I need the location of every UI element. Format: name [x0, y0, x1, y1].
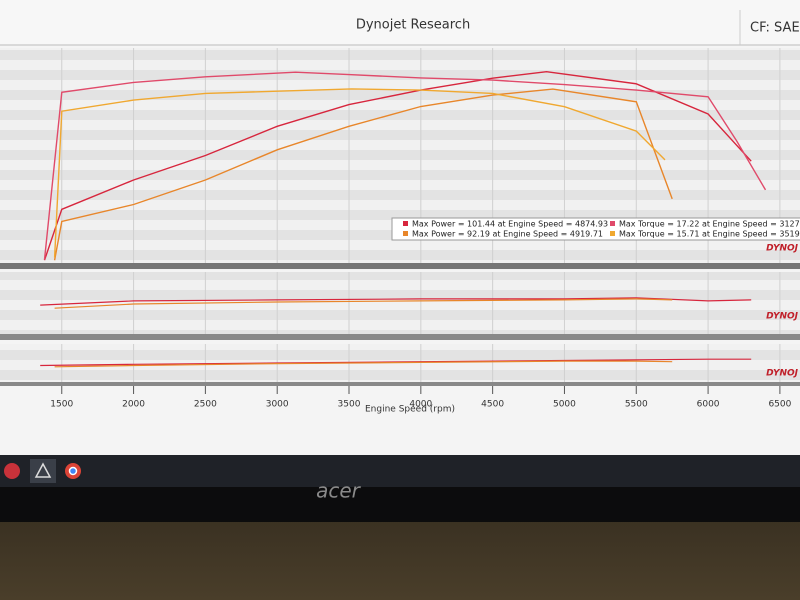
app-icon[interactable]: [4, 463, 20, 479]
watermark: DYNOJ: [766, 244, 798, 254]
desk: [0, 520, 800, 600]
data-line: [53, 88, 673, 261]
x-axis-label: Engine Speed (rpm): [365, 405, 455, 415]
x-tick-label: 5500: [625, 400, 648, 410]
data-line: [43, 70, 752, 261]
x-tick-label: 4000: [409, 400, 432, 410]
x-tick-label: 6500: [768, 400, 791, 410]
legend-swatch: [403, 231, 408, 236]
x-tick-label: 4500: [481, 400, 504, 410]
legend-swatch: [403, 221, 408, 226]
monitor-logo: acer: [316, 479, 362, 503]
x-tick-label: 2500: [194, 400, 217, 410]
x-tick-label: 3000: [266, 400, 289, 410]
app-title: Dynojet Research: [356, 18, 470, 33]
x-tick-label: 6000: [697, 400, 720, 410]
x-tick-label: 5000: [553, 400, 576, 410]
chrome-icon-center: [68, 466, 78, 476]
legend-swatch: [610, 221, 615, 226]
x-tick-label: 3500: [338, 400, 361, 410]
header-bar: [0, 0, 800, 45]
axis-bar: [0, 382, 800, 386]
correction-factor: CF: SAE S: [750, 21, 800, 36]
legend-label: Max Torque = 17.22 at Engine Speed = 312…: [619, 220, 800, 229]
watermark: DYNOJ: [766, 369, 798, 379]
x-tick-label: 2000: [122, 400, 145, 410]
data-line: [54, 360, 673, 368]
data-line: [53, 88, 666, 258]
data-line: [54, 298, 673, 309]
panel-divider: [0, 334, 800, 340]
panel-divider: [0, 263, 800, 269]
panel-2-bg: [0, 272, 800, 334]
taskbar: [0, 455, 800, 487]
plots: 1500 2000 2500 3000 3500 4000 4500 5000 5500 6000…: [40, 48, 800, 415]
legend-swatch: [610, 231, 615, 236]
legend: Max Power = 101.44 at Engine Speed = 487…: [391, 217, 800, 241]
watermark: DYNOJ: [766, 312, 798, 322]
data-line: [43, 71, 767, 260]
legend-label: Max Torque = 15.71 at Engine Speed = 351…: [619, 230, 800, 239]
legend-label: Max Power = 92.19 at Engine Speed = 4919…: [412, 230, 603, 239]
monitor-bezel: [0, 487, 800, 522]
data-line: [40, 297, 752, 306]
x-tick-label: 1500: [50, 400, 73, 410]
data-line: [40, 358, 752, 367]
app-icon-glyph: [34, 462, 52, 478]
legend-box: [391, 217, 800, 241]
legend-label: Max Power = 101.44 at Engine Speed = 487…: [412, 220, 608, 229]
